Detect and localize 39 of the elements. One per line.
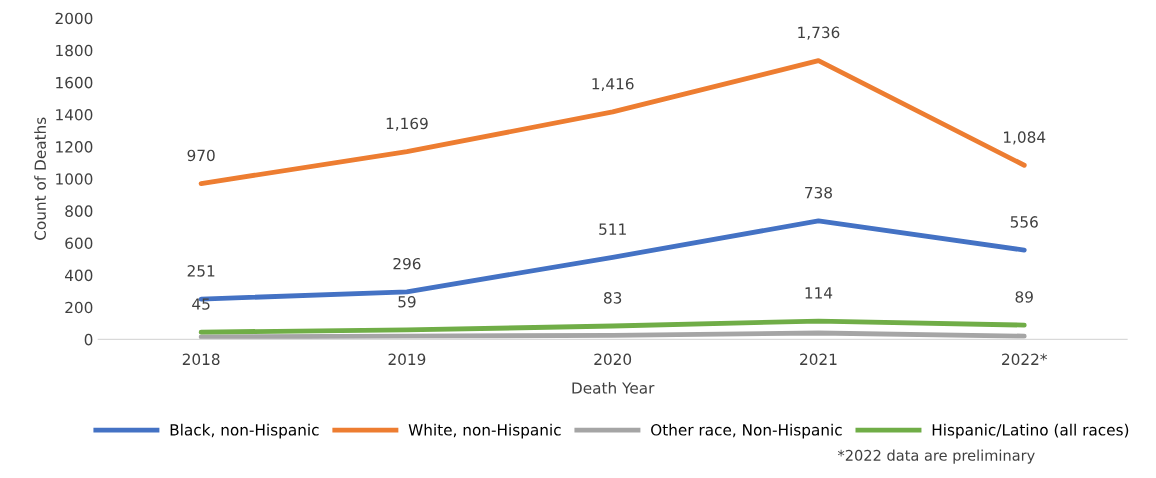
y-tick-label: 1800 — [56, 44, 93, 57]
data-label: 89 — [1015, 291, 1033, 303]
legend-label: Hispanic/Latino (all races) — [932, 423, 1129, 439]
y-tick-label: 1400 — [56, 108, 93, 121]
x-axis-title: Death Year — [572, 381, 655, 394]
y-tick-label: 2000 — [55, 12, 93, 25]
line-series — [198, 318, 1027, 335]
legend-label: Other race, Non-Hispanic — [651, 423, 842, 439]
x-tick-label: 2020 — [594, 353, 632, 366]
x-tick-label: 2019 — [388, 353, 426, 366]
legend-label: Black, non-Hispanic — [170, 423, 319, 439]
x-tick-label: 2018 — [182, 353, 220, 366]
y-axis-title: Count of Deaths — [34, 117, 46, 240]
text: *2022 data are preliminary — [837, 449, 1035, 464]
y-tick-label: 1600 — [56, 76, 93, 89]
data-label: 59 — [398, 295, 416, 308]
y-tick-label: 200 — [65, 301, 93, 314]
y-tick-label: 1000 — [56, 173, 93, 185]
y-tick-label: 1200 — [56, 141, 93, 153]
data-label: 511 — [599, 223, 626, 235]
x-tick-label: 2021 — [800, 353, 837, 366]
data-label: 296 — [393, 257, 421, 270]
legend-label: White, non-Hispanic — [408, 423, 561, 439]
data-label: 1,416 — [592, 78, 634, 92]
y-tick-label: 600 — [65, 237, 93, 250]
data-label: 1,736 — [798, 26, 840, 40]
data-label: 970 — [187, 149, 215, 162]
y-tick-label: 800 — [65, 205, 93, 217]
y-tick-label: 0 — [84, 333, 93, 346]
data-label: 114 — [805, 287, 833, 299]
data-label: 251 — [187, 265, 215, 277]
data-label: 738 — [805, 186, 832, 199]
data-label: 45 — [192, 298, 210, 310]
data-label: 83 — [604, 292, 622, 304]
data-label: 556 — [1010, 216, 1038, 228]
x-tick-label: 2022* — [1002, 353, 1048, 366]
data-label: 1,084 — [1004, 131, 1046, 145]
data-label: 1,169 — [386, 117, 428, 131]
y-tick-label: 400 — [64, 269, 93, 282]
